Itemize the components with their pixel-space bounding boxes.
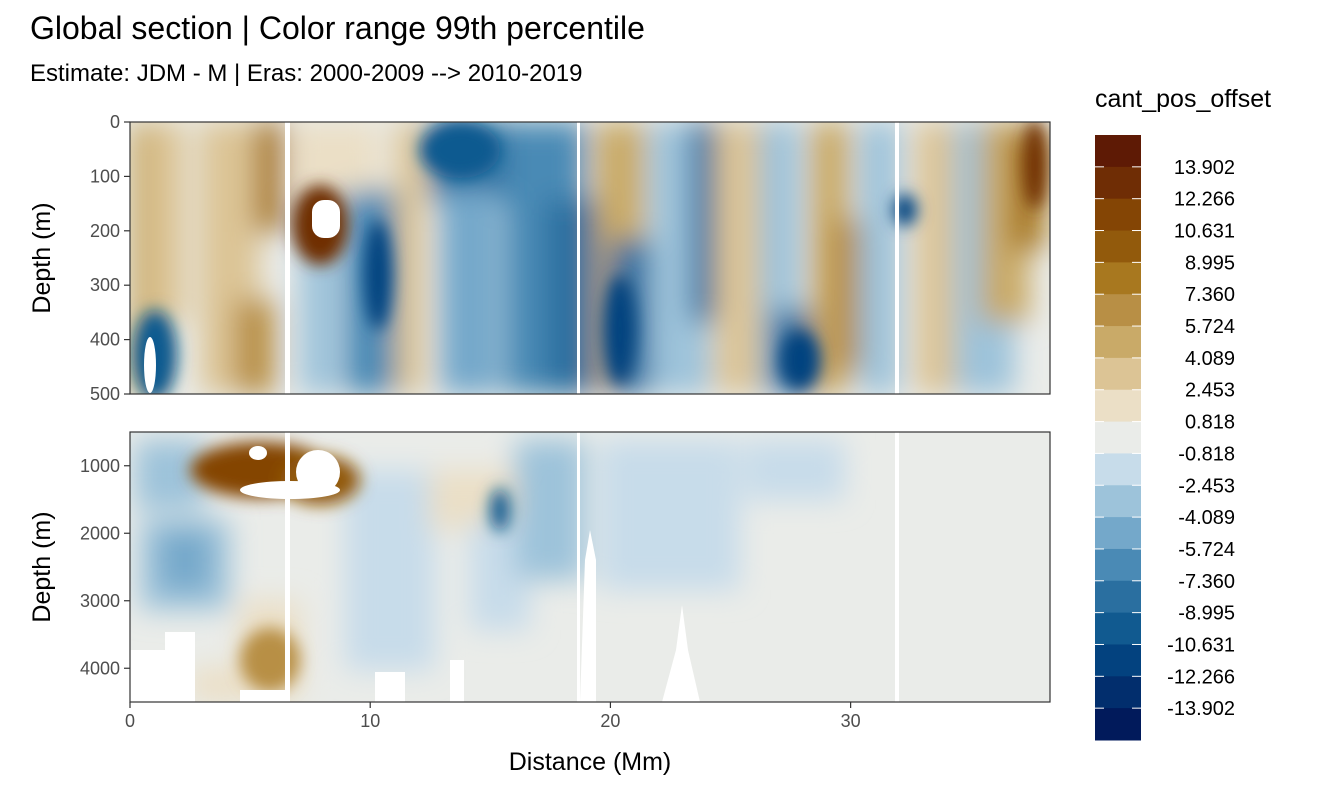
panel-bottom-field <box>130 440 845 702</box>
legend-label: 5.724 <box>1185 316 1235 338</box>
legend-label: 8.995 <box>1185 252 1235 274</box>
y-tick-label: 1000 <box>80 456 120 476</box>
panel-bottom <box>129 431 1051 703</box>
legend-color-step <box>1095 198 1141 232</box>
legend-color-step <box>1095 708 1141 741</box>
panel-bottom-border <box>129 431 1051 703</box>
legend-color-step <box>1095 389 1141 423</box>
legend-color-step <box>1095 644 1141 677</box>
legend-color-step <box>1095 135 1141 168</box>
legend-label: -13.902 <box>1167 698 1235 720</box>
legend-label: -7.360 <box>1178 571 1235 593</box>
legend-label: -2.453 <box>1178 475 1235 497</box>
legend-color-step <box>1095 326 1141 359</box>
y-tick-label: 300 <box>90 275 120 295</box>
y-tick-label: 500 <box>90 384 120 404</box>
legend-layer: 13.902 12.266 10.631 8.995 7.360 5.724 4.089 2.… <box>1095 135 1235 741</box>
y-tick-label: 3000 <box>80 591 120 611</box>
legend-color-step <box>1095 612 1141 645</box>
y-tick-label: 4000 <box>80 658 120 678</box>
x-tick-label: 30 <box>841 711 861 731</box>
y-axis-title-top: Depth (m) <box>28 202 56 313</box>
legend-color-step <box>1095 548 1141 582</box>
x-tick-label: 20 <box>600 711 620 731</box>
legend-title: cant_pos_offset <box>1095 85 1272 113</box>
legend-label: -4.089 <box>1178 507 1235 529</box>
legend-color-step <box>1095 485 1141 518</box>
legend-label: 4.089 <box>1185 348 1235 370</box>
legend-label: -0.818 <box>1178 443 1235 465</box>
chart-title: Global section | Color range 99th percen… <box>30 10 645 46</box>
legend-color-step <box>1095 421 1141 454</box>
y-tick-label: 0 <box>110 112 120 132</box>
legend-label: 0.818 <box>1185 412 1235 434</box>
x-axis-title: Distance (Mm) <box>509 748 672 776</box>
legend-color-step <box>1095 166 1141 200</box>
legend-label: 13.902 <box>1174 157 1235 179</box>
legend-label: 2.453 <box>1185 380 1235 402</box>
legend-color-step <box>1095 357 1141 391</box>
legend-color-step <box>1095 262 1141 295</box>
legend-color-step <box>1095 230 1141 263</box>
y-tick-label: 400 <box>90 330 120 350</box>
panel-top <box>129 121 1051 395</box>
legend-color-step <box>1095 294 1141 327</box>
y-tick-label: 100 <box>90 166 120 186</box>
y-tick-label: 200 <box>90 221 120 241</box>
y-axis-title-bottom: Depth (m) <box>28 511 56 622</box>
legend-color-step <box>1095 517 1141 550</box>
x-tick-label: 0 <box>125 711 135 731</box>
legend-label: -5.724 <box>1178 539 1235 561</box>
legend-label: -10.631 <box>1167 634 1235 656</box>
legend-color-step <box>1095 676 1141 709</box>
y-tick-label: 2000 <box>80 523 120 543</box>
legend-color-step <box>1095 580 1141 614</box>
legend-color-step <box>1095 453 1141 486</box>
legend-label: 10.631 <box>1174 221 1235 243</box>
legend-label: -12.266 <box>1167 666 1235 688</box>
legend-label: 7.360 <box>1185 284 1235 306</box>
panel-top-field <box>130 122 1047 394</box>
legend-label: 12.266 <box>1174 189 1235 211</box>
x-tick-label: 10 <box>360 711 380 731</box>
legend-label: -8.995 <box>1178 603 1235 625</box>
chart-subtitle: Estimate: JDM - M | Eras: 2000-2009 --> … <box>30 60 583 87</box>
panel-top-border <box>129 121 1051 395</box>
